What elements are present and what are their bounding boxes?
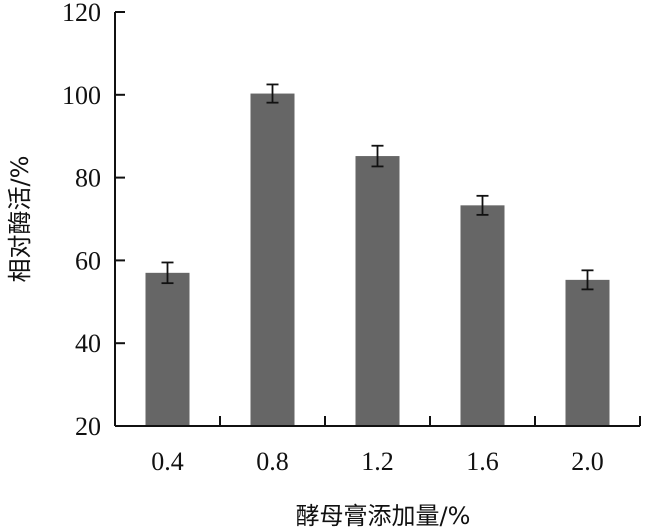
error-bar-1.2 xyxy=(371,144,384,168)
bar-2.0 xyxy=(565,279,610,426)
y-tick-label: 100 xyxy=(62,81,101,110)
y-axis-title: 相对酶活/% xyxy=(6,156,34,283)
error-bar-1.6 xyxy=(476,194,489,216)
y-ticks-group: 20 40 60 80 100 120 xyxy=(62,0,125,441)
x-tick-label: 0.8 xyxy=(256,447,289,476)
error-bar-2.0 xyxy=(581,269,594,291)
axes-group xyxy=(114,12,640,427)
bar-1.2 xyxy=(355,156,400,426)
y-tick-label: 60 xyxy=(75,246,101,275)
x-tick-label: 2.0 xyxy=(571,447,604,476)
y-tick-label: 120 xyxy=(62,0,101,27)
y-tick-label: 40 xyxy=(75,329,101,358)
y-tick-label: 20 xyxy=(75,412,101,441)
x-tick-label: 1.6 xyxy=(466,447,499,476)
error-bars-group xyxy=(161,83,594,291)
x-tick-label: 0.4 xyxy=(151,447,184,476)
error-bar-0.4 xyxy=(161,261,174,285)
bar-1.6 xyxy=(460,205,505,426)
error-bar-0.8 xyxy=(266,83,279,104)
x-ticks-group: 0.4 0.8 1.2 1.6 2.0 xyxy=(151,416,641,476)
bar-0.4 xyxy=(145,272,190,426)
bar-0.8 xyxy=(250,93,295,427)
y-tick-label: 80 xyxy=(75,164,101,193)
bars-group xyxy=(145,93,610,427)
x-axis-title: 酵母膏添加量/% xyxy=(296,502,471,530)
x-tick-label: 1.2 xyxy=(361,447,394,476)
